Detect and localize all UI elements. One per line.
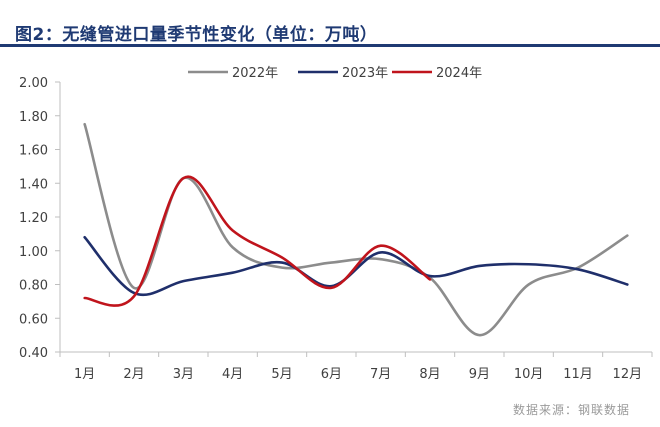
data-point-2024年-1月	[83, 296, 87, 300]
legend: 2022年 2023年 2024年	[188, 66, 482, 81]
data-point-2023年-7月	[379, 250, 383, 254]
legend-label: 2023年	[342, 66, 388, 81]
data-point-2023年-3月	[181, 279, 185, 283]
title-underline	[0, 44, 660, 47]
data-point-2023年-1月	[83, 235, 87, 239]
data-source: 数据来源：钢联数据	[512, 403, 630, 417]
legend-label: 2022年	[232, 66, 278, 81]
x-tick-label: 5月	[271, 367, 292, 382]
legend-label: 2024年	[436, 66, 482, 81]
y-tick-label: 1.80	[19, 110, 48, 125]
x-tick-label: 12月	[613, 367, 643, 382]
series-group	[83, 122, 629, 337]
data-point-2024年-7月	[379, 244, 383, 248]
series-line-2024年	[83, 175, 432, 307]
data-point-2023年-4月	[231, 271, 235, 275]
x-tick-label: 4月	[222, 367, 243, 382]
data-point-2024年-5月	[280, 256, 284, 260]
x-tick-label: 8月	[419, 367, 440, 382]
data-point-2024年-3月	[181, 176, 185, 180]
data-point-2022年-10月	[527, 283, 531, 287]
y-tick-label: 2.00	[19, 76, 48, 91]
y-axis: 0.40 0.60 0.80 1.00 1.20 1.40 1.60 1.80 2.00	[19, 76, 61, 361]
data-point-2023年-5月	[280, 261, 284, 265]
x-tick-label: 9月	[469, 367, 490, 382]
chart-header: 图2：无缝管进口量季节性变化（单位：万吨）	[0, 0, 660, 47]
data-point-2022年-9月	[477, 333, 481, 337]
x-tick-label: 7月	[370, 367, 391, 382]
x-tick-label: 10月	[514, 367, 544, 382]
data-point-2023年-11月	[576, 267, 580, 271]
x-tick-label: 6月	[321, 367, 342, 382]
x-axis: 1月 2月 3月 4月 5月 6月 7月 8月 9月 10月 11月 12月	[59, 351, 653, 382]
data-point-2022年-12月	[625, 234, 629, 238]
y-tick-label: 1.60	[19, 144, 48, 159]
data-point-2024年-6月	[329, 286, 333, 290]
data-point-2023年-9月	[477, 264, 481, 268]
data-point-2022年-2月	[132, 286, 136, 290]
y-tick-label: 1.40	[19, 177, 48, 192]
y-tick-label: 0.80	[19, 279, 48, 294]
data-point-2024年-8月	[428, 277, 432, 281]
data-point-2022年-7月	[379, 257, 383, 261]
y-tick-label: 0.40	[19, 346, 48, 361]
data-point-2023年-10月	[527, 262, 531, 266]
data-point-2022年-6月	[329, 261, 333, 265]
data-point-2022年-5月	[280, 266, 284, 270]
y-tick-label: 1.00	[19, 245, 48, 260]
y-tick-label: 1.20	[19, 211, 48, 226]
data-point-2024年-4月	[231, 229, 235, 233]
data-point-2022年-1月	[83, 122, 87, 126]
x-tick-label: 2月	[123, 367, 144, 382]
x-tick-label: 3月	[173, 367, 194, 382]
chart-title: 图2：无缝管进口量季节性变化（单位：万吨）	[15, 25, 378, 45]
x-tick-label: 1月	[74, 367, 95, 382]
series-line-2022年	[83, 122, 629, 337]
x-tick-label: 11月	[563, 367, 593, 382]
data-point-2022年-4月	[231, 245, 235, 249]
series-line-2023年	[83, 235, 629, 296]
y-tick-label: 0.60	[19, 312, 48, 327]
data-point-2023年-12月	[625, 283, 629, 287]
data-point-2024年-2月	[132, 294, 136, 298]
